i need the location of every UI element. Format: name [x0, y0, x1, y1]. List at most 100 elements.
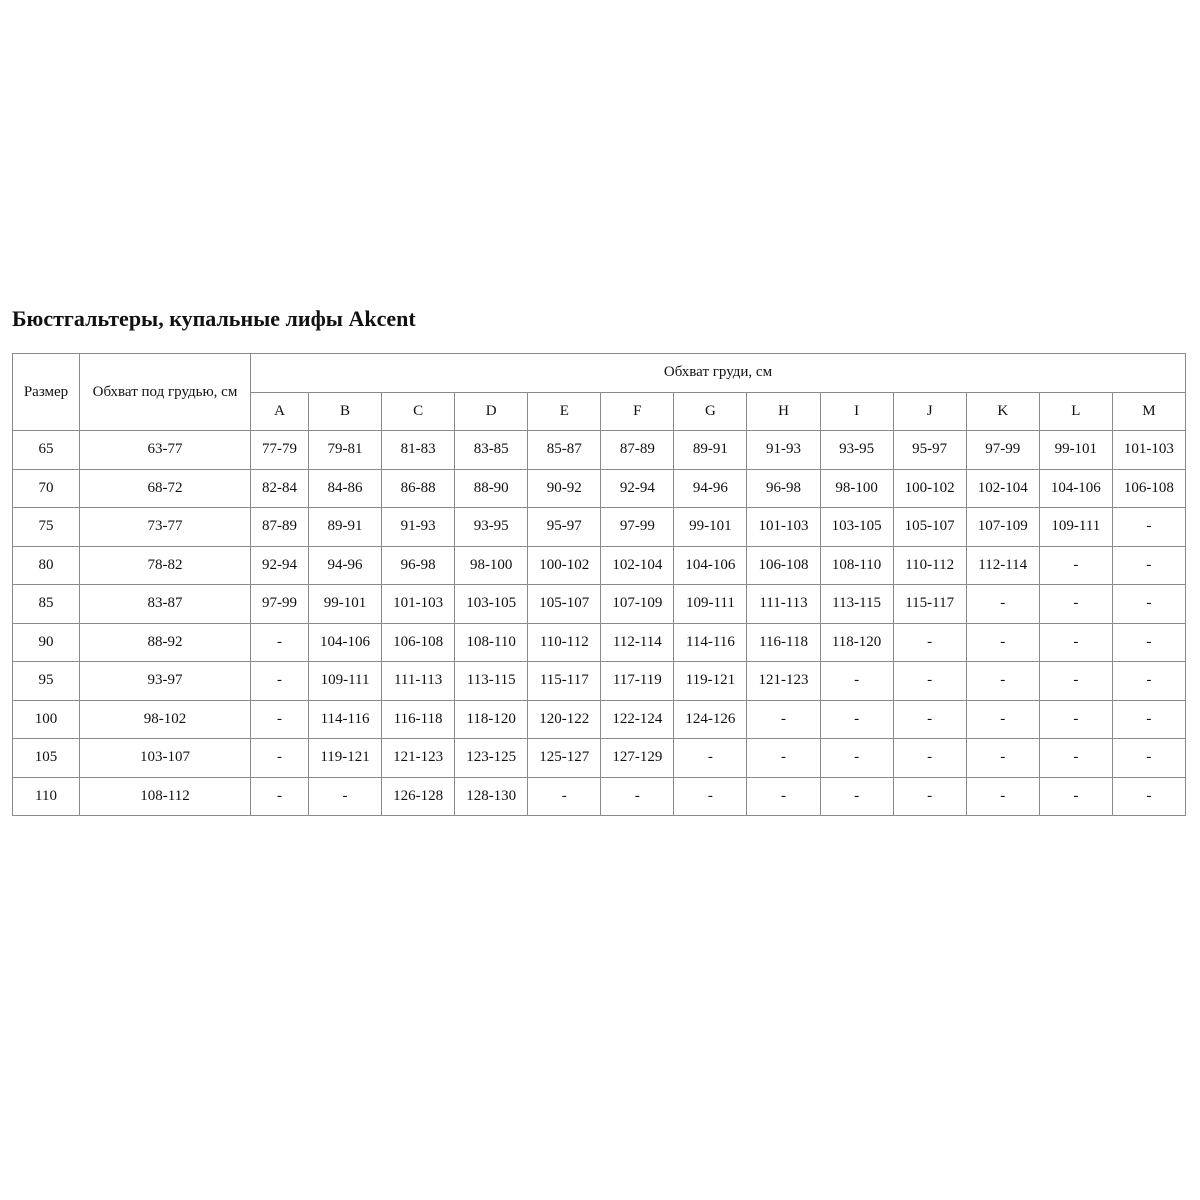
cell-underbust: 108-112	[79, 776, 251, 816]
cell-bust: 113-115	[454, 661, 529, 701]
cell-bust: -	[1111, 507, 1187, 547]
cell-bust: 98-100	[819, 468, 894, 508]
cell-bust: 118-120	[454, 699, 529, 739]
header-underbust: Обхват под грудью, см	[79, 353, 251, 431]
cell-bust: 101-103	[746, 507, 821, 547]
cell-bust: 110-112	[527, 622, 602, 662]
cell-bust: 104-106	[1038, 468, 1113, 508]
cell-bust: -	[1038, 545, 1113, 585]
cell-size: 65	[12, 430, 80, 470]
cell-bust: 105-107	[527, 584, 602, 624]
header-row: Размер Обхват под грудью, см Обхват груд…	[12, 353, 1186, 431]
cell-bust: 94-96	[307, 545, 383, 585]
cell-bust: -	[250, 738, 309, 778]
cell-bust: 113-115	[819, 584, 894, 624]
cell-bust: 116-118	[381, 699, 456, 739]
cell-bust: 121-123	[746, 661, 821, 701]
cell-bust: -	[965, 622, 1040, 662]
cell-bust: 116-118	[746, 622, 821, 662]
cell-bust: 95-97	[892, 430, 967, 470]
header-cup: L	[1038, 391, 1113, 431]
cell-bust: 92-94	[600, 468, 675, 508]
header-size: Размер	[12, 353, 80, 431]
cell-size: 100	[12, 699, 80, 739]
cell-bust: -	[892, 738, 967, 778]
cell-bust: 124-126	[673, 699, 748, 739]
cell-bust: -	[1038, 622, 1113, 662]
cell-underbust: 68-72	[79, 468, 251, 508]
cell-bust: -	[892, 622, 967, 662]
cell-bust: -	[965, 699, 1040, 739]
cell-bust: -	[965, 738, 1040, 778]
cell-bust: 93-95	[819, 430, 894, 470]
cell-size: 85	[12, 584, 80, 624]
cell-bust: 97-99	[250, 584, 309, 624]
cell-bust: 112-114	[965, 545, 1040, 585]
cell-bust: 106-108	[381, 622, 456, 662]
cell-size: 105	[12, 738, 80, 778]
cell-bust: -	[1038, 738, 1113, 778]
cell-bust: 98-100	[454, 545, 529, 585]
cell-bust: 105-107	[892, 507, 967, 547]
cell-bust: 77-79	[250, 430, 309, 470]
cell-bust: 79-81	[307, 430, 383, 470]
cell-bust: 110-112	[892, 545, 967, 585]
cell-bust: 118-120	[819, 622, 894, 662]
cell-bust: -	[819, 776, 894, 816]
cell-bust: -	[600, 776, 675, 816]
cell-bust: 101-103	[381, 584, 456, 624]
header-cup: H	[746, 391, 821, 431]
header-cup: E	[527, 391, 602, 431]
cell-bust: 99-101	[673, 507, 748, 547]
cell-bust: -	[746, 738, 821, 778]
cell-bust: 117-119	[600, 661, 675, 701]
table-row: 90 88-92-104-106 106-108 108-110 110-112 112-…	[12, 622, 1187, 662]
cell-size: 110	[12, 776, 80, 816]
cell-size: 70	[12, 468, 80, 508]
cell-bust: 99-101	[1038, 430, 1113, 470]
cell-bust: 109-111	[673, 584, 748, 624]
cell-bust: -	[1111, 545, 1187, 585]
cell-bust: 108-110	[454, 622, 529, 662]
cell-bust: -	[1111, 738, 1187, 778]
header-cup: I	[819, 391, 894, 431]
table-body: 65 63-77 77-79 79-81 81-83 83-85 85-87 87-89 89-…	[12, 430, 1187, 816]
cell-bust: 114-116	[673, 622, 748, 662]
cell-bust: 89-91	[673, 430, 748, 470]
cell-bust: 112-114	[600, 622, 675, 662]
cell-bust: 123-125	[454, 738, 529, 778]
cell-bust: -	[307, 776, 383, 816]
cell-bust: 90-92	[527, 468, 602, 508]
cell-bust: 87-89	[250, 507, 309, 547]
cell-bust: -	[746, 776, 821, 816]
cell-bust: 84-86	[307, 468, 383, 508]
header-cup: G	[673, 391, 748, 431]
cell-bust: -	[1111, 699, 1187, 739]
cell-bust: 107-109	[600, 584, 675, 624]
cell-bust: 99-101	[307, 584, 383, 624]
cell-bust: 93-95	[454, 507, 529, 547]
cell-bust: 81-83	[381, 430, 456, 470]
cell-bust: 128-130	[454, 776, 529, 816]
header-cup: M	[1111, 391, 1187, 431]
cell-bust: -	[746, 699, 821, 739]
cell-bust: 87-89	[600, 430, 675, 470]
cell-underbust: 83-87	[79, 584, 251, 624]
cell-bust: 94-96	[673, 468, 748, 508]
cell-bust: -	[1111, 622, 1187, 662]
header-cup: D	[454, 391, 529, 431]
cell-bust: -	[673, 738, 748, 778]
cell-size: 75	[12, 507, 80, 547]
cell-bust: 83-85	[454, 430, 529, 470]
cell-bust: 100-102	[527, 545, 602, 585]
cell-bust: -	[819, 738, 894, 778]
cell-bust: -	[892, 699, 967, 739]
cell-bust: 104-106	[673, 545, 748, 585]
cell-bust: 97-99	[600, 507, 675, 547]
cell-bust: 95-97	[527, 507, 602, 547]
cell-size: 80	[12, 545, 80, 585]
cell-bust: 119-121	[673, 661, 748, 701]
cell-bust: 109-111	[1038, 507, 1113, 547]
cell-bust: 125-127	[527, 738, 602, 778]
cell-bust: -	[819, 699, 894, 739]
